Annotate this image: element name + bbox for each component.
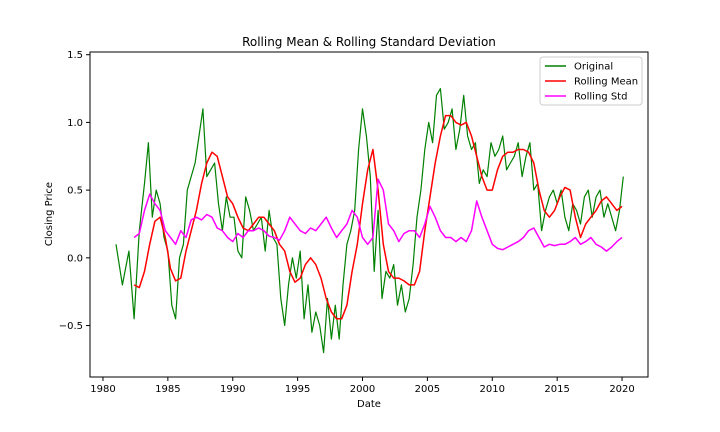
y-tick-label: 0.0 xyxy=(67,253,83,264)
legend-label: Rolling Std xyxy=(574,92,627,103)
axes-frame xyxy=(89,51,649,378)
legend-label: Rolling Mean xyxy=(574,77,638,88)
y-tick-label: 1.0 xyxy=(67,118,83,129)
plot-area xyxy=(89,51,649,378)
x-axis: 1980 1985 1990 1995 2000 2005 2010 2015 2020 xyxy=(90,377,635,395)
x-tick-label: 2020 xyxy=(609,384,634,395)
y-tick-label: −0.5 xyxy=(59,321,83,332)
y-axis-label: Closing Price xyxy=(44,182,55,246)
y-axis: −0.5 0.0 0.5 1.0 1.5 xyxy=(59,50,90,332)
y-tick-label: 0.5 xyxy=(67,186,83,197)
x-tick-label: 2005 xyxy=(415,384,440,395)
x-tick-label: 2010 xyxy=(480,384,505,395)
series-line-original xyxy=(115,87,624,354)
x-tick-label: 2015 xyxy=(544,384,569,395)
legend-label: Original xyxy=(574,62,613,73)
x-tick-label: 1995 xyxy=(285,384,310,395)
series-line-rolling-std xyxy=(133,178,623,252)
series-line-rolling-mean xyxy=(133,114,623,320)
x-tick-label: 1990 xyxy=(220,384,245,395)
legend: Original Rolling Mean Rolling Std xyxy=(539,56,643,106)
chart-title: Rolling Mean & Rolling Standard Deviatio… xyxy=(242,35,496,49)
x-tick-label: 1980 xyxy=(90,384,115,395)
x-tick-label: 2000 xyxy=(350,384,375,395)
x-tick-label: 1985 xyxy=(155,384,180,395)
y-tick-label: 1.5 xyxy=(67,50,83,61)
legend-frame xyxy=(539,56,643,106)
x-axis-label: Date xyxy=(357,399,381,410)
series-layer xyxy=(115,87,624,354)
